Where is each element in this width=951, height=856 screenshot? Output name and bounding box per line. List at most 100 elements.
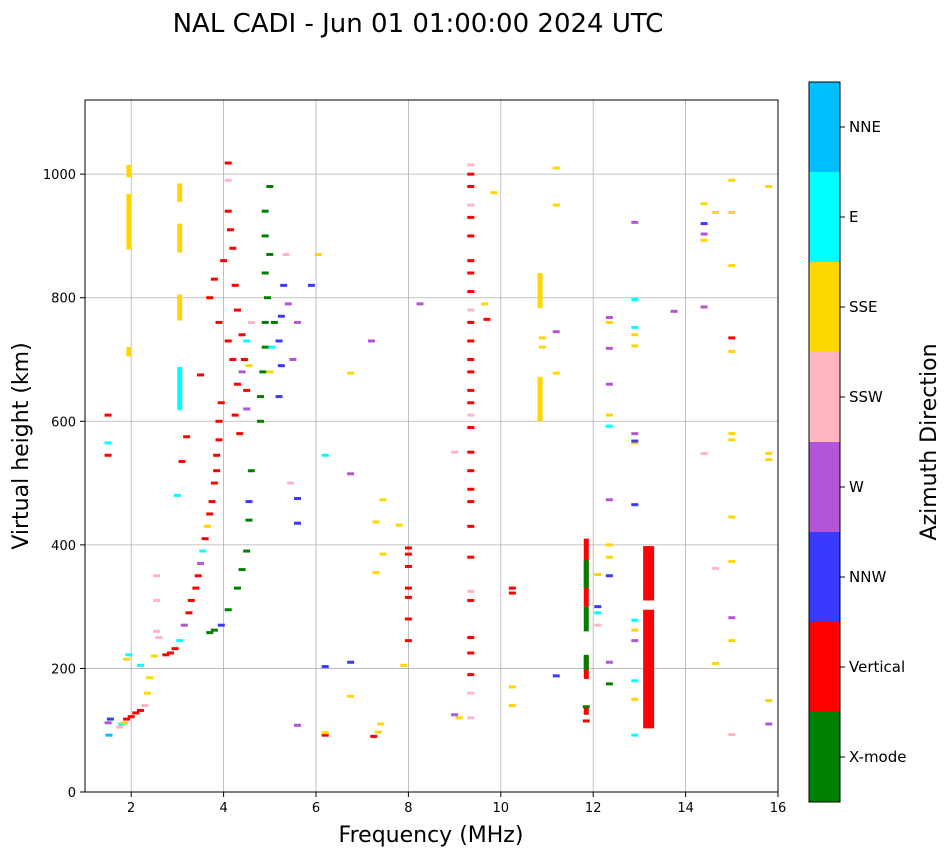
- echo-point: [294, 320, 302, 324]
- echo-point: [631, 441, 639, 445]
- echo-point: [700, 451, 708, 455]
- echo-point: [104, 721, 112, 725]
- echo-point: [229, 358, 237, 361]
- y-tick-label: 600: [51, 415, 76, 430]
- echo-point: [467, 172, 475, 176]
- echo-point: [552, 166, 560, 170]
- echo-point: [183, 435, 191, 439]
- echo-band: [643, 609, 655, 729]
- echo-point: [136, 663, 144, 667]
- echo-point: [153, 629, 161, 633]
- echo-point: [233, 586, 241, 590]
- echo-point: [467, 234, 475, 238]
- echo-point: [245, 518, 253, 522]
- echo-point: [263, 296, 271, 300]
- echo-point: [416, 302, 424, 306]
- y-axis-label: Virtual height (km): [9, 342, 34, 549]
- echo-point: [582, 705, 590, 709]
- echo-point: [552, 330, 560, 334]
- echo-point: [467, 203, 475, 207]
- y-tick-label: 800: [51, 292, 76, 307]
- echo-band: [177, 366, 183, 411]
- echo-point: [631, 344, 639, 348]
- echo-point: [467, 500, 475, 504]
- echo-point: [233, 308, 241, 312]
- echo-point: [220, 259, 228, 263]
- echo-point: [728, 733, 736, 737]
- echo-point: [243, 549, 251, 553]
- echo-point: [605, 555, 613, 559]
- echo-point: [765, 458, 773, 462]
- echo-point: [700, 232, 708, 236]
- echo-point: [224, 178, 232, 182]
- echo-point: [238, 370, 246, 374]
- echo-point: [670, 309, 678, 313]
- echo-point: [631, 697, 639, 701]
- echo-point: [206, 296, 214, 300]
- echo-point: [582, 719, 590, 723]
- echo-point: [153, 574, 161, 578]
- echo-point: [197, 561, 204, 565]
- echo-point: [483, 317, 491, 321]
- echo-point: [173, 493, 181, 497]
- echo-point: [404, 639, 412, 643]
- echo-point: [631, 220, 639, 224]
- echo-point: [104, 453, 112, 457]
- echo-point: [266, 370, 274, 374]
- echo-point: [467, 215, 475, 219]
- echo-point: [185, 611, 193, 615]
- echo-point: [700, 222, 708, 226]
- echo-point: [347, 694, 355, 698]
- echo-point: [347, 660, 355, 664]
- echo-point: [728, 515, 736, 519]
- echo-point: [231, 283, 239, 287]
- colorbar-swatch: [809, 262, 840, 352]
- echo-point: [215, 320, 223, 324]
- echo-point: [728, 349, 736, 353]
- echo-point: [605, 574, 613, 578]
- echo-point: [395, 523, 403, 527]
- colorbar-swatch: [809, 622, 840, 712]
- echo-point: [631, 439, 639, 443]
- echo-point: [266, 185, 274, 188]
- echo-point: [127, 715, 135, 719]
- echo-point: [467, 308, 475, 312]
- echo-point: [467, 524, 475, 528]
- echo-band: [583, 654, 589, 670]
- echo-point: [765, 722, 773, 726]
- echo-point: [257, 419, 265, 423]
- echo-point: [201, 537, 209, 541]
- echo-point: [712, 210, 720, 214]
- echo-point: [467, 290, 475, 294]
- echo-point: [700, 238, 708, 242]
- echo-point: [508, 586, 516, 590]
- chart-title: NAL CADI - Jun 01 01:00:00 2024 UTC: [173, 9, 664, 39]
- echo-point: [294, 497, 302, 501]
- echo-point: [467, 469, 475, 473]
- echo-point: [213, 453, 221, 457]
- echo-point: [728, 438, 736, 442]
- echo-point: [266, 252, 274, 256]
- echo-point: [105, 733, 113, 737]
- echo-point: [372, 520, 380, 524]
- echo-point: [481, 302, 489, 306]
- colorbar-label: SSW: [849, 388, 883, 406]
- echo-point: [467, 636, 475, 640]
- colorbar-swatch: [809, 442, 840, 532]
- echo-point: [377, 722, 385, 726]
- echo-point: [213, 469, 221, 473]
- echo-point: [194, 574, 202, 578]
- echo-point: [467, 555, 475, 559]
- echo-point: [224, 161, 232, 165]
- echo-point: [594, 573, 602, 577]
- echo-point: [404, 595, 412, 599]
- colorbar-swatch: [809, 712, 840, 802]
- echo-point: [631, 503, 639, 507]
- echo-point: [150, 654, 158, 658]
- echo-point: [404, 564, 412, 568]
- echo-point: [467, 425, 475, 429]
- echo-band: [537, 273, 543, 309]
- echo-point: [210, 628, 218, 632]
- echo-band: [177, 294, 183, 321]
